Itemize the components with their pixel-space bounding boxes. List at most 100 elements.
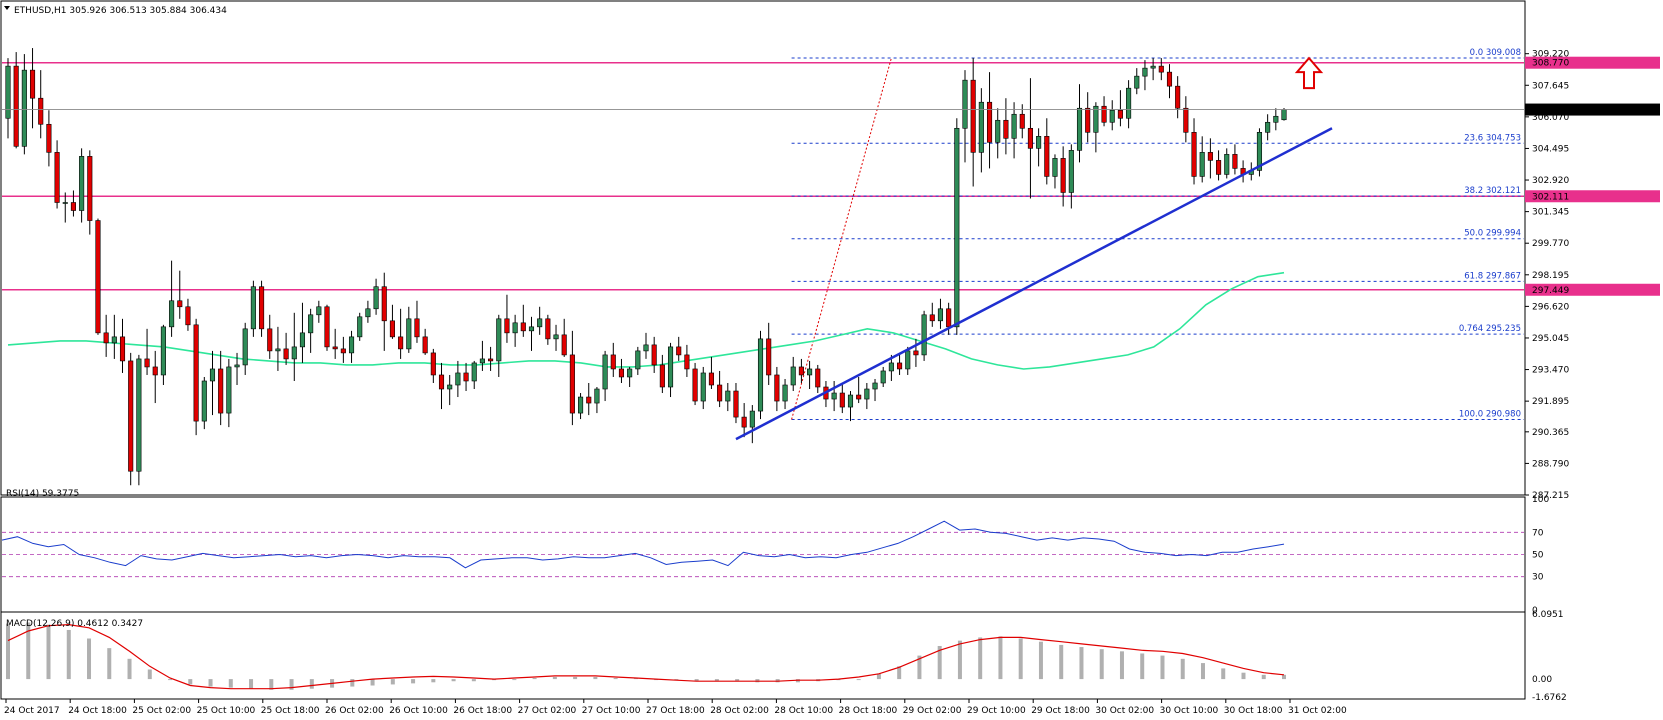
candle[interactable]	[169, 260, 175, 337]
candle[interactable]	[365, 300, 371, 323]
candle[interactable]	[839, 382, 845, 414]
candle[interactable]	[1191, 118, 1197, 185]
candle[interactable]	[38, 70, 44, 139]
candle[interactable]	[242, 322, 248, 375]
candle[interactable]	[692, 362, 698, 406]
macd-signal-line[interactable]	[7, 623, 1285, 690]
candle[interactable]	[308, 308, 314, 353]
candle[interactable]	[618, 358, 625, 383]
candle[interactable]	[455, 360, 461, 398]
candle[interactable]	[578, 393, 584, 420]
candle[interactable]	[201, 376, 207, 430]
candle[interactable]	[921, 310, 927, 361]
candle[interactable]	[398, 308, 404, 359]
candle[interactable]	[733, 382, 739, 424]
candle[interactable]	[1224, 148, 1230, 179]
candle[interactable]	[569, 330, 575, 426]
candle[interactable]	[1085, 92, 1091, 143]
candle[interactable]	[1265, 114, 1271, 141]
candle[interactable]	[496, 314, 502, 377]
candle[interactable]	[324, 304, 330, 351]
candle[interactable]	[218, 350, 224, 426]
candle[interactable]	[463, 362, 469, 392]
candle[interactable]	[995, 108, 1001, 159]
candle[interactable]	[700, 366, 706, 410]
candle[interactable]	[144, 328, 150, 375]
candle[interactable]	[929, 302, 935, 327]
candle[interactable]	[815, 364, 821, 394]
candle[interactable]	[651, 336, 657, 373]
candle[interactable]	[1199, 136, 1205, 183]
candle[interactable]	[79, 148, 85, 223]
candle[interactable]	[1068, 144, 1074, 209]
trendline[interactable]	[735, 127, 1333, 441]
candle[interactable]	[193, 318, 199, 436]
candle[interactable]	[897, 354, 903, 375]
candle[interactable]	[1044, 118, 1050, 185]
candle[interactable]	[1093, 102, 1099, 153]
candle[interactable]	[757, 330, 764, 420]
candle[interactable]	[406, 306, 412, 353]
candle[interactable]	[234, 352, 240, 385]
candle[interactable]	[1003, 98, 1009, 155]
candle[interactable]	[962, 70, 968, 163]
candle[interactable]	[1101, 96, 1107, 127]
rsi-line[interactable]	[1, 520, 1285, 569]
candle[interactable]	[864, 382, 870, 410]
candle[interactable]	[226, 358, 232, 428]
candle[interactable]	[21, 54, 27, 155]
collapse-triangle-icon[interactable]	[4, 6, 10, 10]
candle[interactable]	[128, 352, 134, 486]
candle[interactable]	[659, 354, 665, 394]
candle[interactable]	[627, 366, 633, 388]
candle[interactable]	[504, 294, 510, 343]
candle[interactable]	[54, 140, 60, 209]
candle[interactable]	[447, 374, 453, 406]
candle[interactable]	[717, 370, 723, 408]
candle[interactable]	[87, 150, 93, 235]
candle[interactable]	[209, 350, 216, 416]
candle[interactable]	[471, 360, 477, 390]
candle[interactable]	[1036, 128, 1042, 167]
candle[interactable]	[545, 314, 551, 345]
candle[interactable]	[954, 118, 960, 335]
candle[interactable]	[1117, 90, 1123, 127]
candle[interactable]	[872, 378, 878, 402]
candle[interactable]	[29, 48, 36, 129]
candle[interactable]	[5, 58, 11, 139]
candle[interactable]	[749, 405, 755, 444]
candle[interactable]	[299, 302, 306, 363]
candle[interactable]	[528, 316, 535, 351]
candle[interactable]	[62, 192, 68, 223]
candle[interactable]	[13, 52, 19, 149]
candle[interactable]	[1011, 102, 1017, 159]
candle[interactable]	[790, 356, 796, 392]
candle[interactable]	[586, 382, 592, 416]
candle[interactable]	[937, 298, 944, 329]
candle[interactable]	[1166, 64, 1173, 99]
candle[interactable]	[70, 190, 76, 217]
candle[interactable]	[807, 360, 813, 390]
candle[interactable]	[986, 72, 993, 169]
candle[interactable]	[970, 58, 976, 187]
candle[interactable]	[111, 314, 117, 359]
candle[interactable]	[774, 366, 780, 412]
candle[interactable]	[1256, 128, 1263, 177]
candle[interactable]	[512, 314, 518, 347]
candle[interactable]	[1052, 154, 1058, 189]
candle[interactable]	[782, 378, 788, 410]
candle[interactable]	[1134, 68, 1140, 95]
candle[interactable]	[978, 88, 984, 173]
candle[interactable]	[250, 280, 256, 337]
candle[interactable]	[594, 387, 600, 414]
candle[interactable]	[283, 332, 289, 365]
candle[interactable]	[561, 318, 567, 357]
candle[interactable]	[1216, 150, 1222, 181]
candle[interactable]	[1109, 100, 1115, 131]
candle[interactable]	[316, 300, 322, 323]
candle[interactable]	[430, 348, 436, 383]
candle[interactable]	[1207, 138, 1213, 179]
candle[interactable]	[152, 350, 158, 404]
candle[interactable]	[389, 304, 395, 339]
candle[interactable]	[602, 350, 608, 402]
